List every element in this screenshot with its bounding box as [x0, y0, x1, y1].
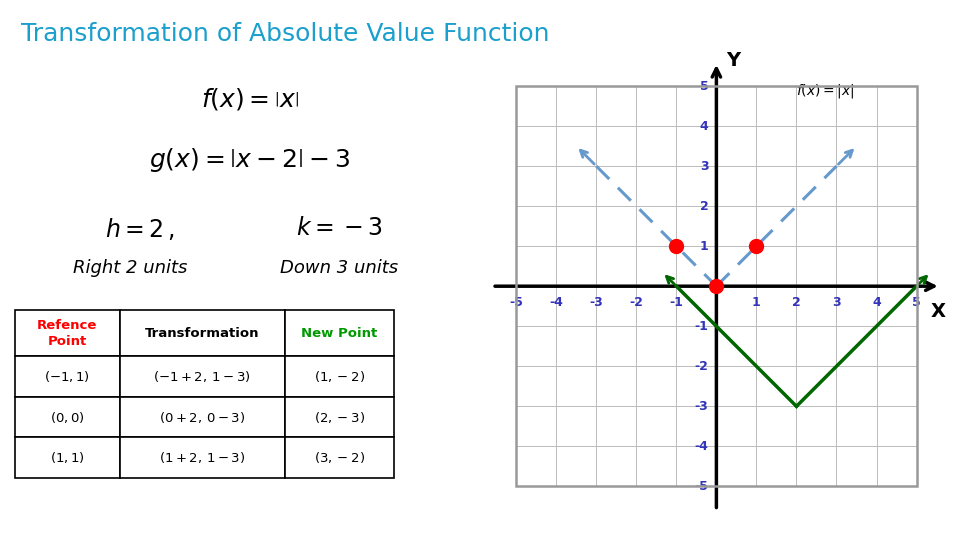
Text: Right 2 units: Right 2 units [73, 259, 187, 277]
Text: Down 3 units: Down 3 units [280, 259, 398, 277]
Text: $f(x) = \left|x\right|$: $f(x) = \left|x\right|$ [201, 86, 299, 112]
Bar [15, 356, 120, 397]
Text: $(1+2,\,1-3)$: $(1+2,\,1-3)$ [159, 450, 246, 465]
Bar [120, 310, 284, 356]
Text: $g(x) = \left|x - 2\right| - 3$: $g(x) = \left|x - 2\right| - 3$ [149, 146, 350, 174]
Bar [284, 356, 395, 397]
Text: -1: -1 [694, 320, 708, 333]
Text: -2: -2 [694, 360, 708, 373]
Text: 3: 3 [700, 160, 708, 173]
Text: -5: -5 [510, 296, 523, 309]
Text: 3: 3 [832, 296, 841, 309]
Text: $(-1+2,\,1-3)$: $(-1+2,\,1-3)$ [154, 369, 251, 384]
Text: 4: 4 [700, 119, 708, 132]
Text: 2: 2 [700, 200, 708, 213]
Text: 5: 5 [700, 79, 708, 92]
Bar [15, 310, 120, 356]
Text: -3: -3 [589, 296, 603, 309]
Text: $(1,1)$: $(1,1)$ [50, 450, 84, 465]
Bar [284, 437, 395, 478]
Text: 5: 5 [912, 296, 921, 309]
Bar [120, 397, 284, 437]
Bar [284, 310, 395, 356]
Text: 1: 1 [752, 296, 761, 309]
Text: Refence
Point: Refence Point [37, 319, 98, 348]
Text: $k = -3$: $k = -3$ [296, 216, 383, 240]
Text: $(0+2,\,0-3)$: $(0+2,\,0-3)$ [159, 410, 246, 424]
Text: $(0,0)$: $(0,0)$ [50, 410, 84, 424]
Text: $(3,-2)$: $(3,-2)$ [314, 450, 365, 465]
Text: $h = 2\,,$: $h = 2\,,$ [105, 216, 175, 242]
Bar [120, 356, 284, 397]
Text: 2: 2 [792, 296, 801, 309]
Text: $(-1,1)$: $(-1,1)$ [44, 369, 90, 384]
Bar [15, 397, 120, 437]
Text: -1: -1 [669, 296, 684, 309]
Text: -3: -3 [695, 400, 708, 413]
Bar [284, 397, 395, 437]
Bar [120, 437, 284, 478]
Text: New Point: New Point [301, 327, 377, 340]
Text: $(1,-2)$: $(1,-2)$ [314, 369, 365, 384]
Text: 1: 1 [700, 240, 708, 253]
Text: $(2,-3)$: $(2,-3)$ [314, 410, 365, 424]
Text: Transformation of Absolute Value Function: Transformation of Absolute Value Functio… [21, 22, 550, 45]
Text: -4: -4 [549, 296, 564, 309]
Text: -2: -2 [630, 296, 643, 309]
Bar [516, 86, 917, 487]
Text: $f(x) = |x|$: $f(x) = |x|$ [797, 82, 855, 100]
Text: -4: -4 [694, 440, 708, 453]
Text: 4: 4 [872, 296, 881, 309]
Text: Transformation: Transformation [145, 327, 259, 340]
Bar [15, 437, 120, 478]
Text: X: X [931, 302, 947, 321]
Text: Y: Y [727, 51, 740, 70]
Text: -5: -5 [694, 480, 708, 493]
